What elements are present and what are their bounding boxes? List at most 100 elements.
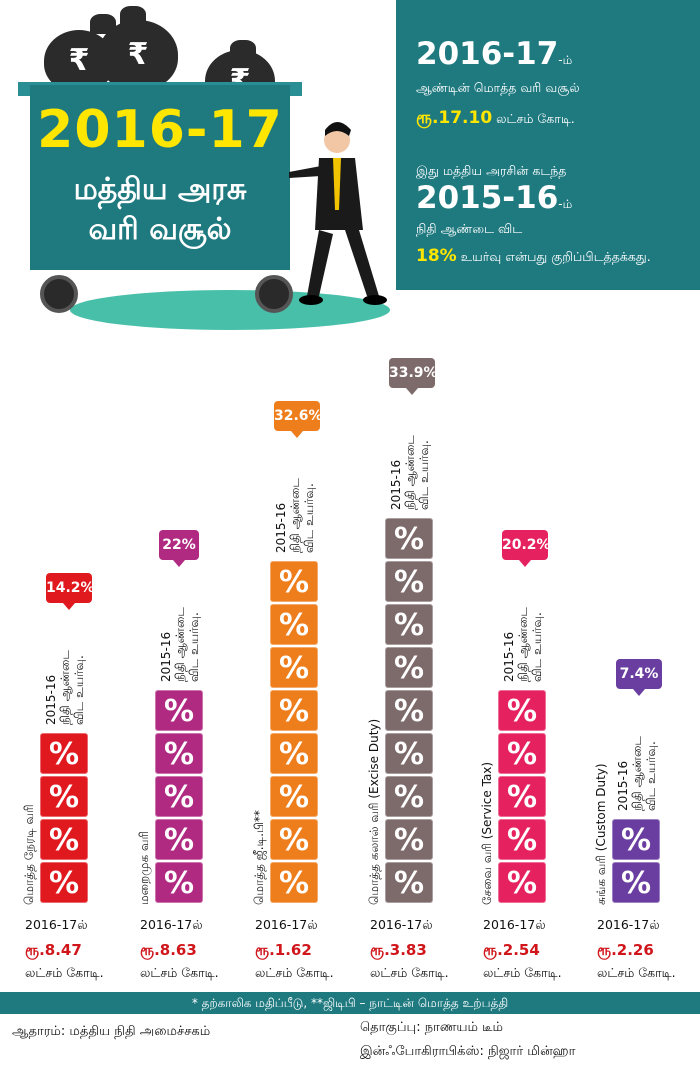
percent-cube: % [498,733,546,774]
value-label: ரூ.8.63 [140,941,197,959]
growth-badge: 33.9% [389,358,438,395]
percent-cube: % [385,690,433,731]
note-line2: நிதி ஆண்டை [58,650,72,725]
growth-badge: 7.4% [616,659,662,696]
note-line2: நிதி ஆண்டை [630,736,644,811]
unit-label: லட்சம் கோடி. [370,965,449,980]
value-label: ரூ.2.26 [597,941,654,959]
percent-cube: % [40,733,88,774]
summary-prev-year: 2015-16-ம் [416,180,573,216]
note-line2: நிதி ஆண்டை [516,607,530,682]
percent-cube: % [498,862,546,903]
hero-illustration: ₹ ₹ ₹ 2016-17 மத்திய அரசு வரி வசூல் [0,0,395,330]
percent-cube: % [155,690,203,731]
year-label: 2016-17ல் [370,917,433,932]
note-year: 2015-16 [502,631,516,682]
category-label: சுங்க வரி (Custom Duty) [594,763,608,905]
percent-cube: % [385,604,433,645]
percent-cube: % [40,776,88,817]
businessman-icon [289,122,387,305]
summary-line1: ஆண்டின் மொத்த வரி வசூல் [416,80,580,95]
percent-cube: % [498,690,546,731]
percent-cube: % [385,862,433,903]
percent-cube: % [40,862,88,903]
summary-line2: இது மத்திய அரசின் கடந்த [416,163,567,178]
percent-cube: % [612,862,660,903]
unit-label: லட்சம் கோடி. [25,965,104,980]
hero-year: 2016-17 [37,100,283,160]
percent-cube: % [155,819,203,860]
growth-badge: 32.6% [274,401,323,438]
source-credit: ஆதாரம்: மத்திய நிதி அமைச்சகம் [12,1024,211,1039]
summary-line3: நிதி ஆண்டை விட [416,221,523,236]
value-label: ரூ.2.54 [483,941,540,959]
percent-cube: % [270,776,318,817]
note-year: 2015-16 [159,631,173,682]
unit-label: லட்சம் கோடி. [483,965,562,980]
footnote: * தற்காலிக மதிப்பீடு, **ஜிடிபி – நாட்டின… [0,992,700,1014]
note-line3: விட உயர்வு. [530,612,544,682]
growth-note: 2015-16 நிதி ஆண்டை விட உயர்வு. [44,615,86,725]
category-label: மொத்த நேரடி வரி [22,804,36,905]
note-year: 2015-16 [44,674,58,725]
note-line3: விட உயர்வு. [417,440,431,510]
note-year: 2015-16 [274,502,288,553]
money-bag-icon: ₹ [98,20,178,90]
note-line2: நிதி ஆண்டை [403,435,417,510]
hero-title-line1: மத்திய அரசு [73,172,247,207]
note-year: 2015-16 [389,459,403,510]
percent-cube: % [270,733,318,774]
percent-cube: % [385,518,433,559]
summary-growth: 18% உயர்வு என்பது குறிப்பிடத்தக்கது. [416,246,651,266]
percent-cube: % [155,776,203,817]
percent-cube: % [270,862,318,903]
note-line3: விட உயர்வு. [644,741,658,811]
growth-note: 2015-16 நிதி ஆண்டை விட உயர்வு. [389,400,431,510]
percent-cube: % [385,647,433,688]
year-label: 2016-17ல் [140,917,203,932]
summary-panel: 2016-17-ம் ஆண்டின் மொத்த வரி வசூல் ரூ.17… [396,0,700,290]
value-label: ரூ.1.62 [255,941,312,959]
hero-title-line2: வரி வசூல் [88,212,232,247]
note-line3: விட உயர்வு. [187,612,201,682]
growth-note: 2015-16 நிதி ஆண்டை விட உயர்வு. [502,572,544,682]
percent-cube: % [155,862,203,903]
growth-note: 2015-16 நிதி ஆண்டை விட உயர்வு. [274,443,316,553]
graphics-credit: இன்ஃபோகிராபிக்ஸ்: நிஜார் மின்ஹா [360,1044,576,1059]
percent-cube: % [270,647,318,688]
unit-label: லட்சம் கோடி. [597,965,676,980]
note-line3: விட உயர்வு. [72,655,86,725]
year-label: 2016-17ல் [25,917,88,932]
growth-badge: 22% [159,530,199,567]
percent-cube: % [40,819,88,860]
growth-note: 2015-16 நிதி ஆண்டை விட உயர்வு. [616,701,658,811]
percent-cube: % [385,561,433,602]
value-label: ரூ.3.83 [370,941,427,959]
growth-badge: 20.2% [502,530,551,567]
percent-cube: % [270,819,318,860]
growth-note: 2015-16 நிதி ஆண்டை விட உயர்வு. [159,572,201,682]
percent-cube: % [270,561,318,602]
category-label: சேவை வரி (Service Tax) [480,761,494,905]
compiled-credit: தொகுப்பு: நாணயம் டீம் [360,1020,503,1035]
growth-badge: 14.2% [46,573,95,610]
percent-cube: % [612,819,660,860]
category-label: மறைமுக வரி [137,830,151,905]
percent-cube: % [498,776,546,817]
ground-shadow [70,290,390,330]
category-label: மொத்த ஜீ.டி.பி** [252,810,266,905]
percent-cube: % [498,819,546,860]
unit-label: லட்சம் கோடி. [140,965,219,980]
percent-cube: % [385,819,433,860]
percent-cube: % [270,690,318,731]
cart-body [30,85,290,270]
percent-cube: % [385,733,433,774]
year-label: 2016-17ல் [597,917,660,932]
tax-bar-chart: %%%% 14.2% 2015-16 நிதி ஆண்டை விட உயர்வு. மொத… [0,340,700,990]
percent-cube: % [270,604,318,645]
note-line3: விட உயர்வு. [302,483,316,553]
percent-cube: % [385,776,433,817]
year-label: 2016-17ல் [255,917,318,932]
note-year: 2015-16 [616,760,630,811]
category-label: மொத்த கலால் வரி (Excise Duty) [367,718,381,905]
